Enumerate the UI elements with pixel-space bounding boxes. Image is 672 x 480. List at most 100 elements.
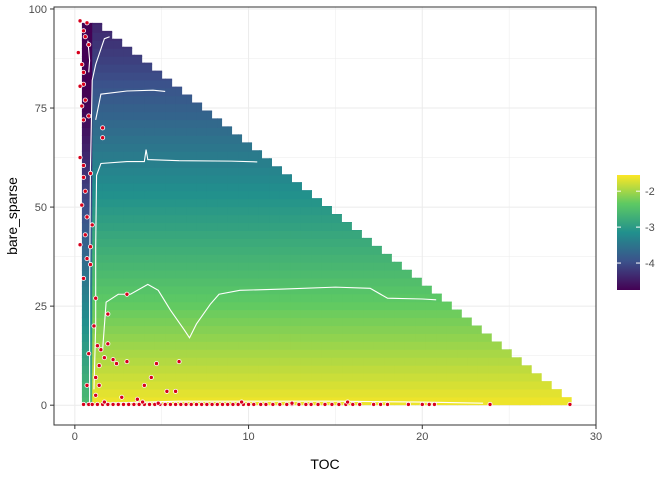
- surface-cell: [269, 166, 281, 176]
- surface-cell: [446, 388, 458, 398]
- surface-cell: [133, 349, 145, 358]
- surface-cell: [238, 262, 250, 271]
- surface-cell: [113, 182, 125, 192]
- surface-cell: [457, 365, 469, 374]
- surface-cell: [217, 277, 229, 287]
- surface-cell: [300, 349, 312, 358]
- surface-cell: [165, 269, 177, 279]
- surface-cell: [227, 293, 239, 303]
- surface-cell: [186, 285, 198, 295]
- surface-cell: [144, 293, 156, 303]
- surface-cell: [425, 365, 437, 374]
- surface-cell: [446, 325, 458, 334]
- surface-cell: [248, 341, 260, 350]
- surface-cell: [165, 79, 177, 89]
- surface-cell: [113, 40, 125, 49]
- surface-cell: [196, 269, 208, 279]
- surface-cell: [165, 357, 177, 366]
- surface-cell: [217, 372, 229, 382]
- data-point: [81, 28, 87, 34]
- surface-cell: [248, 269, 260, 279]
- surface-cell: [331, 317, 343, 327]
- surface-cell: [81, 206, 93, 216]
- surface-cell: [436, 372, 448, 382]
- surface-cell: [321, 277, 333, 287]
- colorbar-tick-label: -2: [645, 186, 655, 198]
- data-point: [258, 401, 264, 407]
- surface-cell: [165, 190, 177, 200]
- surface-cell: [248, 159, 260, 168]
- surface-cell: [342, 341, 354, 350]
- surface-cell: [498, 380, 510, 390]
- surface-cell: [227, 388, 239, 398]
- surface-cell: [384, 357, 396, 366]
- surface-cell: [467, 396, 479, 406]
- surface-cell: [92, 206, 104, 216]
- surface-cell: [238, 254, 250, 263]
- surface-cell: [196, 357, 208, 366]
- surface-cell: [217, 238, 229, 247]
- surface-cell: [238, 222, 250, 231]
- data-point: [89, 401, 95, 407]
- surface-cell: [186, 341, 198, 350]
- surface-cell: [415, 372, 427, 382]
- surface-cell: [81, 333, 93, 342]
- surface-cell: [457, 341, 469, 350]
- surface-cell: [258, 254, 271, 263]
- surface-cell: [81, 103, 93, 113]
- surface-cell: [196, 388, 208, 398]
- surface-cell: [290, 388, 302, 398]
- surface-cell: [331, 309, 343, 319]
- surface-cell: [238, 372, 250, 382]
- surface-cell: [300, 190, 312, 200]
- surface-cell: [133, 214, 145, 224]
- surface-cell: [258, 214, 271, 224]
- surface-cell: [467, 380, 479, 390]
- surface-cell: [446, 333, 458, 342]
- surface-cell: [81, 396, 93, 406]
- surface-cell: [238, 365, 250, 374]
- surface-cell: [175, 206, 187, 216]
- surface-cell: [373, 333, 385, 342]
- surface-cell: [279, 277, 291, 287]
- surface-cell: [92, 357, 104, 366]
- surface-cell: [342, 380, 354, 390]
- data-point: [96, 363, 102, 369]
- surface-cell: [186, 206, 198, 216]
- surface-cell: [290, 365, 302, 374]
- surface-cell: [248, 166, 260, 176]
- surface-cell: [175, 262, 187, 271]
- surface-cell: [321, 262, 333, 271]
- surface-cell: [300, 372, 312, 382]
- surface-cell: [248, 293, 260, 303]
- surface-cell: [436, 317, 448, 327]
- data-point: [81, 162, 87, 168]
- surface-cell: [279, 198, 291, 208]
- surface-cell: [196, 277, 208, 287]
- surface-cell: [113, 174, 125, 184]
- surface-cell: [238, 143, 250, 152]
- surface-cell: [300, 206, 312, 216]
- surface-cell: [217, 151, 229, 160]
- y-axis-ticks: 0 25 50 75 100: [29, 4, 54, 412]
- surface-cell: [217, 174, 229, 184]
- surface-cell: [206, 127, 218, 136]
- surface-cell: [206, 143, 218, 152]
- surface-cell: [415, 349, 427, 358]
- surface-cell: [321, 269, 333, 279]
- surface-cell: [404, 333, 416, 342]
- surface-cell: [321, 206, 333, 216]
- surface-cell: [102, 388, 114, 398]
- surface-cell: [300, 222, 312, 231]
- surface-cell: [165, 174, 177, 184]
- surface-cell: [102, 238, 114, 247]
- data-point: [134, 396, 140, 402]
- surface-cell: [133, 357, 145, 366]
- surface-cell: [154, 103, 166, 113]
- surface-cell: [457, 349, 469, 358]
- data-point: [136, 401, 142, 407]
- surface-cell: [102, 95, 114, 105]
- surface-cell: [321, 309, 333, 319]
- surface-cell: [154, 143, 166, 152]
- data-point: [357, 401, 363, 407]
